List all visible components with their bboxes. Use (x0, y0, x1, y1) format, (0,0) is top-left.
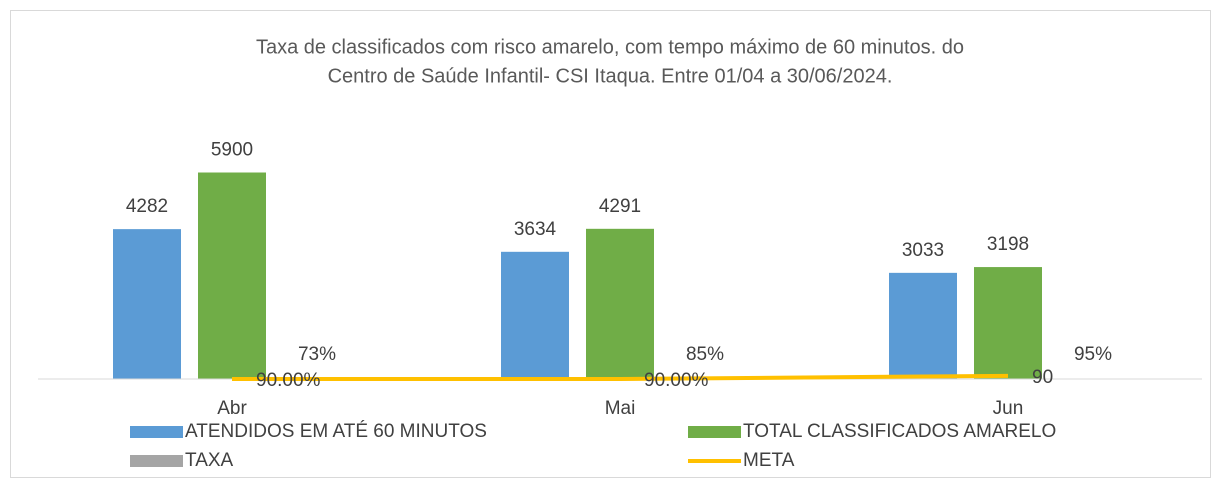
legend-label: ATENDIDOS EM ATÉ 60 MINUTOS (185, 421, 487, 442)
data-label: 90 (1032, 367, 1053, 388)
data-label: 95% (1074, 344, 1112, 365)
legend-label: META (743, 450, 795, 471)
x-tick-label: Mai (605, 398, 636, 419)
bar (501, 251, 569, 379)
data-label: 4282 (126, 196, 168, 217)
x-tick-label: Jun (993, 398, 1024, 419)
data-label: 73% (298, 344, 336, 365)
legend-swatch (688, 426, 741, 438)
data-label: 3198 (987, 234, 1029, 255)
bar (974, 267, 1042, 379)
legend-swatch (130, 426, 183, 438)
data-label: 90.00% (256, 370, 321, 391)
data-label: 85% (686, 344, 724, 365)
bar (889, 272, 957, 379)
legend-swatch (130, 455, 183, 467)
chart-title: Taxa de classificados com risco amarelo,… (256, 36, 964, 58)
legend-label: TOTAL CLASSIFICADOS AMARELO (743, 421, 1056, 442)
bar (586, 228, 654, 379)
bar (113, 229, 181, 379)
legend-label: TAXA (185, 450, 234, 471)
data-label: 3033 (902, 240, 944, 261)
chart-subtitle: Centro de Saúde Infantil- CSI Itaqua. En… (328, 65, 893, 87)
x-tick-label: Abr (217, 398, 247, 419)
bar (198, 172, 266, 379)
data-label: 4291 (599, 196, 641, 217)
data-label: 90.00% (644, 370, 709, 391)
meta-line (232, 373, 1009, 381)
data-label: 3634 (514, 219, 557, 240)
data-label: 5900 (211, 140, 253, 161)
